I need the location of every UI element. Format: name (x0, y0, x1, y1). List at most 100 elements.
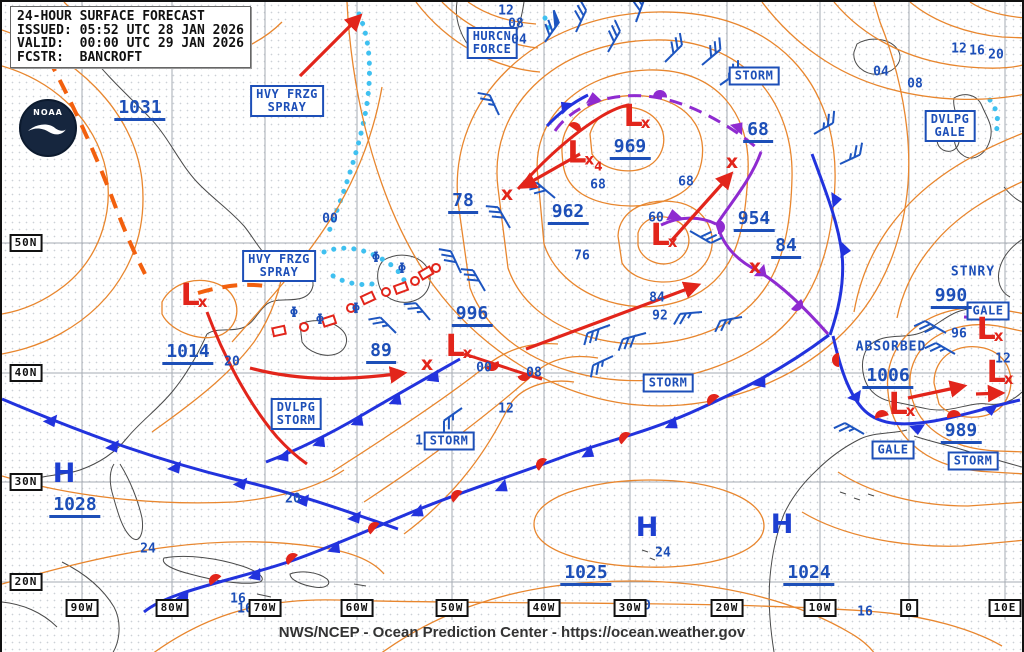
latitude-axis-label: 50N (9, 234, 43, 252)
pressure-value: 1031 (114, 99, 166, 121)
pressure-value: 84 (771, 237, 801, 259)
warning-label: STORM (947, 451, 999, 471)
isobar-label: 08 (526, 365, 542, 381)
movement-arrows (249, 13, 1006, 403)
pressure-value: 1014 (162, 343, 214, 365)
header-valid: VALID: 00:00 UTC 29 JAN 2026 (17, 36, 244, 51)
annotation-label: STNRY (950, 264, 996, 280)
position-x-mark: x (500, 183, 514, 205)
isobar-label: 00 (476, 360, 492, 376)
pressure-value: 1006 (862, 367, 914, 389)
low-pressure-symbol: Lx (650, 218, 678, 253)
pressure-value: 989 (940, 422, 982, 444)
ice-edge-line (321, 11, 1000, 287)
high-pressure-symbol: H (770, 509, 794, 540)
boundary-squares-line (271, 263, 441, 338)
longitude-axis-label: 60W (340, 599, 374, 617)
freezing-spray-symbol: Φ (397, 261, 407, 277)
warning-label: STORM (642, 373, 694, 393)
longitude-axis-label: 0 (900, 599, 918, 617)
isobar-label: 00 (322, 211, 338, 227)
low-pressure-symbol: Lx (986, 355, 1014, 390)
noaa-logo-text: NOAA (33, 108, 63, 117)
longitude-axis-label: 50W (435, 599, 469, 617)
pressure-value: 954 (733, 210, 775, 232)
pressure-value: 962 (547, 203, 589, 225)
isobar-label: 96 (951, 326, 967, 342)
longitude-axis-label: 90W (65, 599, 99, 617)
isobar-label: 76 (574, 248, 590, 264)
isobar-label: 1 (415, 433, 423, 449)
low-pressure-symbol: Lx4 (567, 135, 603, 174)
pressure-value: 68 (743, 121, 773, 143)
trough-lines (46, 57, 266, 295)
longitude-axis-label: 20W (710, 599, 744, 617)
header-title: 24-HOUR SURFACE FORECAST (17, 9, 205, 24)
annotation-label: ABSORBED (855, 339, 927, 355)
noaa-bird-icon (28, 124, 66, 135)
warning-label: GALE (966, 301, 1010, 321)
freezing-spray-symbol: Φ (351, 301, 361, 317)
low-pressure-symbol: Lx (976, 312, 1004, 347)
warning-label: HVY FRZG SPRAY (242, 250, 316, 282)
pressure-value: 969 (609, 138, 651, 160)
isobar-label: 92 (652, 308, 668, 324)
low-pressure-symbol: Lx (180, 278, 208, 313)
longitude-axis-label: 10W (803, 599, 837, 617)
longitude-axis-label: 10E (988, 599, 1022, 617)
low-pressure-symbol: Lx (445, 329, 473, 364)
isobar-label: 24 (140, 541, 156, 557)
latitude-axis-label: 30N (9, 473, 43, 491)
longitude-axis-label: 70W (248, 599, 282, 617)
isobar-label: 84 (649, 290, 665, 306)
warning-label: STORM (423, 431, 475, 451)
pressure-value: 1024 (783, 564, 835, 586)
footer-credit: NWS/NCEP - Ocean Prediction Center - htt… (278, 624, 746, 641)
warning-label: STORM (728, 66, 780, 86)
warning-label: GALE (871, 440, 915, 460)
isobar-label: 20 (285, 491, 301, 507)
freezing-spray-symbol: Φ (371, 250, 381, 266)
isobar-label: 20 (988, 47, 1004, 63)
position-x-mark: x (748, 256, 762, 278)
isobar-label: 68 (678, 174, 694, 190)
high-pressure-symbol: H (635, 512, 659, 543)
pressure-value: 990 (930, 287, 972, 309)
isobar-label: 04 (511, 32, 527, 48)
isobar-label: 12 (951, 41, 967, 57)
warning-label: HVY FRZG SPRAY (250, 85, 324, 117)
warning-label: DVLPG STORM (270, 398, 322, 430)
header-issued: ISSUED: 05:52 UTC 28 JAN 2026 (17, 22, 244, 38)
pressure-value: 996 (451, 305, 493, 327)
isobar-label: 16 (230, 591, 246, 607)
latitude-axis-label: 20N (9, 573, 43, 591)
isobar-label: 08 (508, 16, 524, 32)
longitude-axis-label: 40W (527, 599, 561, 617)
isobar-label: 12 (995, 351, 1011, 367)
longitude-axis-label: 30W (613, 599, 647, 617)
isobar-label: 24 (655, 545, 671, 561)
isobar-label: 16 (857, 604, 873, 620)
longitude-axis-label: 80W (155, 599, 189, 617)
latitude-axis-label: 40N (9, 364, 43, 382)
pressure-value: 1028 (49, 496, 101, 518)
freezing-spray-symbol: Φ (315, 312, 325, 328)
warning-label: DVLPG GALE (924, 110, 976, 142)
isobar-label: 08 (907, 76, 923, 92)
forecast-header: 24-HOUR SURFACE FORECAST ISSUED: 05:52 U… (10, 6, 251, 68)
low-pressure-symbol: Lx (888, 387, 916, 422)
isobar-label: 04 (873, 64, 889, 80)
header-forecaster: FCSTR: BANCROFT (17, 49, 143, 65)
pressure-value: 78 (448, 192, 478, 214)
warning-label: HURCN FORCE (466, 27, 518, 59)
isobar-label: 12 (498, 3, 514, 19)
isobar-label: 16 (969, 43, 985, 59)
position-x-mark: x (725, 151, 739, 173)
freezing-spray-symbol: Φ (289, 305, 299, 321)
isobar-label: 20 (224, 354, 240, 370)
